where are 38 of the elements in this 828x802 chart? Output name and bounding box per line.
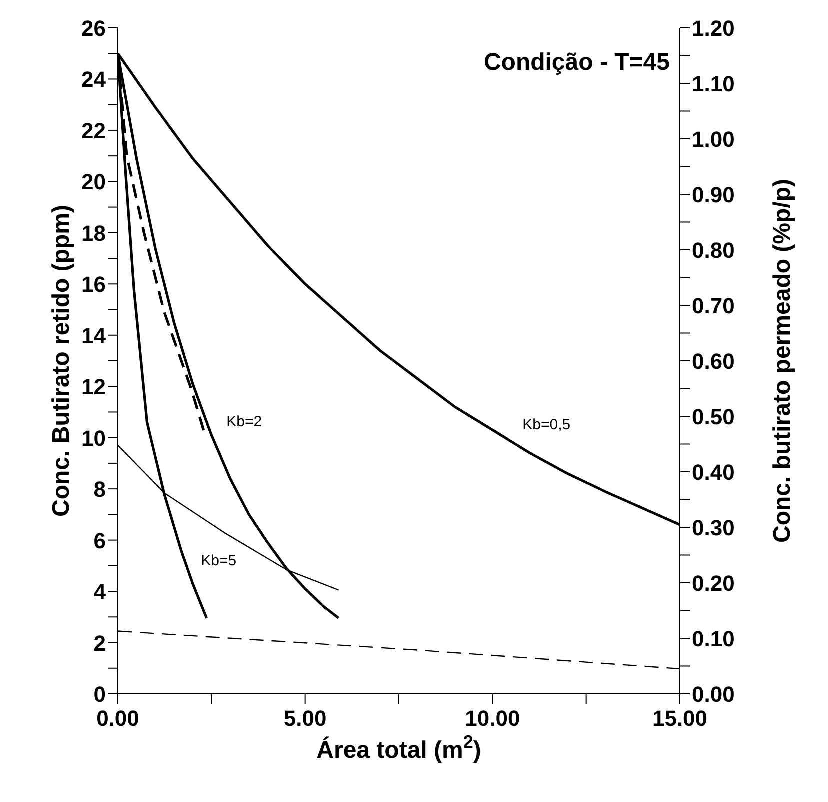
y2-tick-label: 0.90	[692, 182, 735, 208]
y2-tick-label: 0.20	[692, 571, 735, 596]
y-tick-label: 4	[94, 580, 107, 605]
y-tick-label: 22	[82, 118, 106, 144]
x-tick-label: 15.00	[652, 706, 708, 731]
y2-tick-label: 1.00	[692, 127, 735, 152]
x-tick-label: 0.00	[96, 706, 140, 731]
y2-tick-label: 0.80	[692, 238, 735, 263]
y-tick-label: 2	[94, 630, 106, 656]
y2-tick-label: 0.00	[692, 682, 735, 707]
y2-tick-label: 0.30	[692, 516, 735, 540]
y-tick-label: 16	[82, 272, 106, 298]
y2-axis-title: Conc. butirato permeado (%p/p)	[769, 178, 796, 544]
annotation: Kb=5	[201, 552, 237, 570]
x-tick-label: 10.00	[465, 706, 520, 731]
y2-tick-label: 0.60	[692, 349, 735, 374]
y2-tick-label: 1.20	[692, 16, 735, 41]
annotation: Kb=0,5	[522, 416, 571, 434]
x-axis-title: Área total (m$^{2}$)	[316, 732, 482, 764]
y2-tick-label: 1.10	[692, 72, 735, 96]
y-tick-label: 26	[82, 16, 106, 41]
text: Condição - T=45	[484, 49, 670, 76]
x-tick-label: 5.00	[284, 706, 327, 731]
y-tick-label: 14	[82, 323, 107, 348]
y-axis-title: Conc. Butirato retido (ppm)	[48, 205, 75, 517]
annotation: Kb=2	[226, 414, 262, 431]
y-tick-label: 20	[82, 170, 106, 195]
y2-tick-label: 0.10	[692, 626, 735, 652]
y2-tick-label: 0.70	[692, 294, 735, 318]
y-tick-label: 0	[94, 682, 106, 707]
y-tick-label: 24	[82, 67, 107, 92]
y-tick-label: 8	[94, 477, 106, 502]
y-tick-label: 12	[82, 374, 106, 400]
y2-tick-label: 0.40	[692, 460, 735, 485]
y-tick-label: 6	[94, 528, 106, 554]
y-tick-label: 10	[82, 426, 106, 451]
y-tick-label: 18	[82, 220, 106, 246]
y2-tick-label: 0.50	[692, 404, 735, 430]
